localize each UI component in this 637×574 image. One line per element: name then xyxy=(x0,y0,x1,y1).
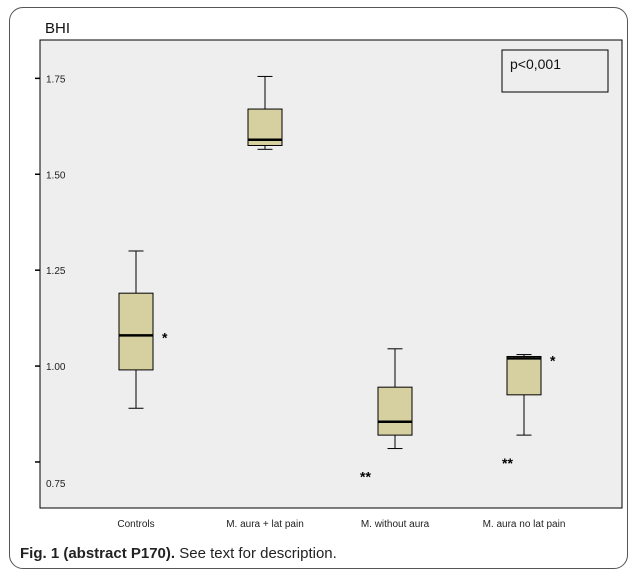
box-iqr xyxy=(118,292,154,371)
y-axis: 0.75 1.00 1.25 1.50 1.75 xyxy=(35,74,66,490)
box-plot-chart: BHI 0.751.001.251.501.75 ****** Controls… xyxy=(35,20,623,530)
box-iqr xyxy=(377,386,413,436)
significance-marker: * xyxy=(162,329,168,345)
x-category-label: Controls xyxy=(117,519,154,530)
box-iqr xyxy=(506,355,542,396)
plot-area xyxy=(39,39,623,509)
x-category-label: M. aura + lat pain xyxy=(226,519,304,530)
x-category-label: M. without aura xyxy=(361,519,430,530)
caption-text: See text for description. xyxy=(179,545,337,562)
significance-marker: ** xyxy=(360,469,371,485)
y-tick-label: 0.75 xyxy=(46,479,66,490)
y-tick-label: 1.00 xyxy=(46,362,66,373)
x-axis-labels: Controls M. aura + lat pain M. without aur… xyxy=(117,519,565,530)
figure-caption: Fig. 1 (abstract P170). See text for des… xyxy=(20,545,337,562)
p-value-box xyxy=(501,49,609,93)
significance-marker: ** xyxy=(502,455,513,471)
boxes-group: ****** xyxy=(118,75,556,485)
y-tick-label: 1.75 xyxy=(46,74,66,85)
y-tick-label: 1.50 xyxy=(46,170,66,181)
caption-label: Fig. 1 (abstract P170). xyxy=(20,545,176,562)
y-tick-label: 1.25 xyxy=(46,266,66,277)
p-value-annotation: p<0,001 xyxy=(510,56,561,72)
significance-marker: * xyxy=(550,352,556,368)
y-axis-label: BHI xyxy=(45,20,70,37)
x-category-label: M. aura no lat pain xyxy=(483,519,566,530)
